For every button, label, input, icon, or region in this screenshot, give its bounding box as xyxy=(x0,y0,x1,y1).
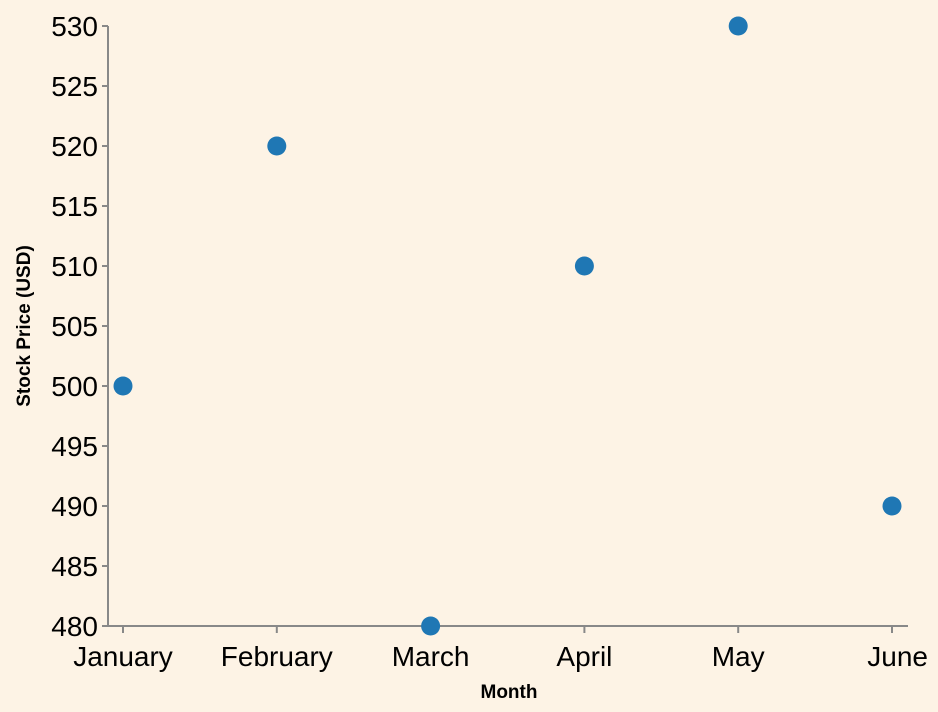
data-points xyxy=(113,16,902,636)
y-tick-label: 480 xyxy=(51,611,98,642)
data-point xyxy=(574,256,594,276)
y-axis: 480 485 490 495 500 505 510 515 520 525 530 xyxy=(51,11,109,642)
y-axis-title: Stock Price (USD) xyxy=(14,245,35,407)
x-tick-label: June xyxy=(867,641,928,672)
y-tick-label: 520 xyxy=(51,131,98,162)
data-point xyxy=(728,16,748,36)
y-tick-label: 515 xyxy=(51,191,98,222)
data-point xyxy=(113,376,133,396)
y-tick-label: 505 xyxy=(51,311,98,342)
y-tick-label: 485 xyxy=(51,551,98,582)
x-axis: January February March April May June xyxy=(73,625,928,672)
data-point xyxy=(882,496,902,516)
y-tick-label: 495 xyxy=(51,431,98,462)
y-tick-label: 510 xyxy=(51,251,98,282)
x-tick-label: March xyxy=(392,641,470,672)
y-tick-label: 525 xyxy=(51,71,98,102)
x-tick-label: April xyxy=(556,641,612,672)
x-axis-title: Month xyxy=(481,682,538,703)
y-tick-label: 530 xyxy=(51,11,98,42)
data-point xyxy=(421,616,441,636)
x-tick-label: January xyxy=(73,641,173,672)
data-point xyxy=(267,136,287,156)
y-tick-label: 500 xyxy=(51,371,98,402)
y-tick-label: 490 xyxy=(51,491,98,522)
x-tick-label: May xyxy=(712,641,765,672)
x-tick-label: February xyxy=(221,641,333,672)
